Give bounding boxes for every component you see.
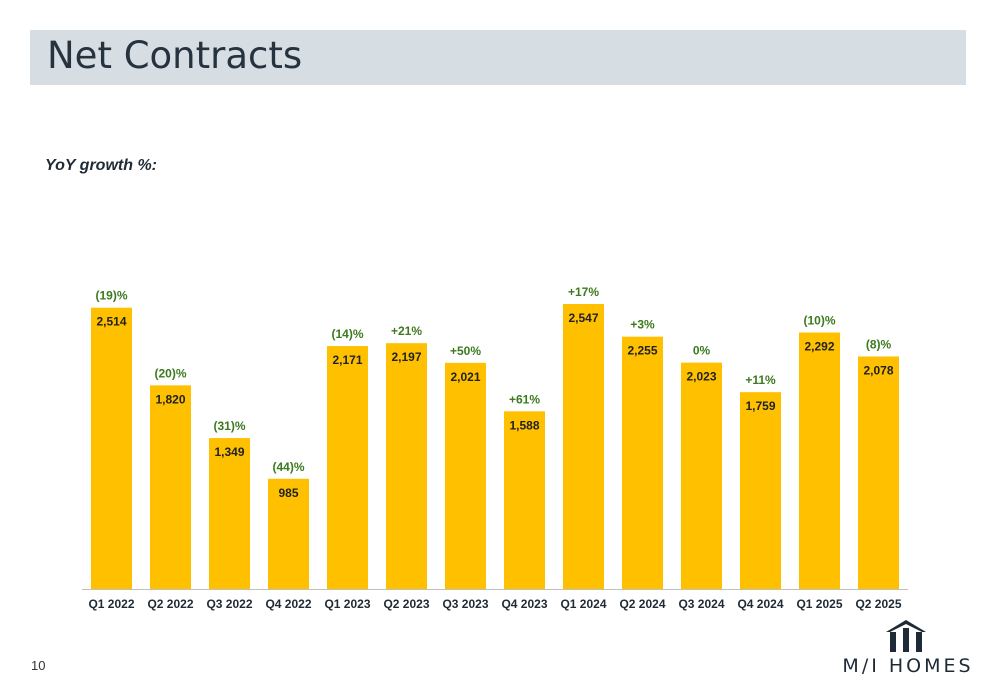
yoy-growth-label: +61% xyxy=(509,392,540,406)
bar-q4-2022 xyxy=(268,478,309,589)
x-tick-label: Q3 2022 xyxy=(206,597,252,611)
house-icon xyxy=(886,620,926,652)
bar-value-label: 1,349 xyxy=(214,445,244,459)
x-tick-label: Q1 2023 xyxy=(324,597,370,611)
x-tick-label: Q3 2023 xyxy=(442,597,488,611)
x-tick-label: Q4 2022 xyxy=(265,597,311,611)
yoy-growth-label: (14)% xyxy=(331,327,363,341)
bar-q2-2023 xyxy=(386,343,427,589)
yoy-growth-label: +50% xyxy=(450,344,481,358)
yoy-growth-label: +21% xyxy=(391,324,422,338)
bar-q2-2024 xyxy=(622,336,663,589)
yoy-growth-label: +11% xyxy=(745,373,776,387)
yoy-growth-label: (10)% xyxy=(803,314,835,328)
bar-value-label: 2,292 xyxy=(804,340,834,354)
company-logo: M/I HOMES xyxy=(838,620,978,680)
bar-q1-2022 xyxy=(91,307,132,589)
x-tick-label: Q2 2024 xyxy=(619,597,665,611)
bar-q1-2024 xyxy=(563,304,604,589)
bar-value-label: 985 xyxy=(278,486,298,500)
x-tick-label: Q3 2024 xyxy=(678,597,724,611)
bar-value-label: 2,197 xyxy=(391,350,421,364)
x-tick-label: Q2 2023 xyxy=(383,597,429,611)
yoy-growth-label: 0% xyxy=(693,344,711,358)
yoy-growth-label: YoY growth %: xyxy=(45,157,157,174)
x-tick-label: Q4 2024 xyxy=(737,597,783,611)
x-tick-label: Q1 2022 xyxy=(88,597,134,611)
bar-value-label: 2,547 xyxy=(568,311,598,325)
bar-value-label: 2,023 xyxy=(686,370,716,384)
yoy-growth-label: (20)% xyxy=(154,366,186,380)
bar-value-label: 1,820 xyxy=(155,392,185,406)
title-bar: Net Contracts xyxy=(30,30,966,85)
x-tick-label: Q2 2022 xyxy=(147,597,193,611)
page-title: Net Contracts xyxy=(47,34,303,77)
x-tick-label: Q4 2023 xyxy=(501,597,547,611)
bar-value-label: 2,255 xyxy=(627,344,657,358)
yoy-growth-label: +17% xyxy=(568,285,599,299)
bar-q3-2022 xyxy=(209,438,250,589)
x-tick-label: Q1 2024 xyxy=(560,597,606,611)
bar-q1-2025 xyxy=(799,332,840,589)
x-tick-label: Q2 2025 xyxy=(855,597,901,611)
page-number: 10 xyxy=(31,658,46,673)
yoy-growth-label: (8)% xyxy=(866,337,892,351)
bar-q1-2023 xyxy=(327,346,368,589)
bar-q4-2023 xyxy=(504,411,545,589)
bar-value-label: 2,078 xyxy=(863,363,893,377)
yoy-growth-label: (19)% xyxy=(95,289,127,303)
bar-q3-2024 xyxy=(681,362,722,589)
bar-value-label: 1,759 xyxy=(745,399,775,413)
bar-value-label: 2,021 xyxy=(450,370,480,384)
x-tick-label: Q1 2025 xyxy=(796,597,842,611)
bar-value-label: 2,171 xyxy=(332,353,362,367)
yoy-growth-label: (44)% xyxy=(272,460,304,474)
bar-q3-2023 xyxy=(445,362,486,589)
bar-q4-2024 xyxy=(740,392,781,589)
yoy-growth-label: (31)% xyxy=(213,419,245,433)
bar-value-label: 1,588 xyxy=(509,418,539,432)
bar-q2-2025 xyxy=(858,356,899,589)
yoy-growth-label: +3% xyxy=(630,318,655,332)
logo-text: M/I HOMES xyxy=(842,655,974,677)
bar-value-label: 2,514 xyxy=(96,315,126,329)
bar-q2-2022 xyxy=(150,385,191,589)
